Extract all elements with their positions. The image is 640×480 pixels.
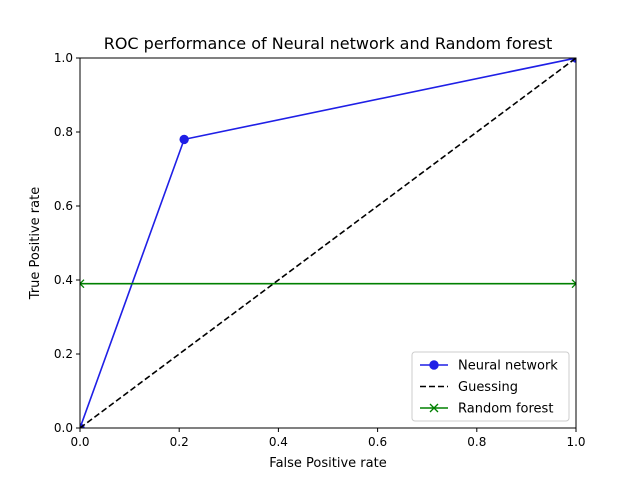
guessing-series bbox=[80, 58, 576, 428]
axes-border bbox=[79, 57, 577, 429]
y-tick-label: 0.4 bbox=[54, 273, 73, 287]
guessing-line bbox=[80, 58, 576, 428]
x-tick-label: 0.8 bbox=[467, 435, 486, 449]
legend: Neural network Guessing Random forest bbox=[411, 351, 570, 422]
x-tick-label: 0.2 bbox=[170, 435, 189, 449]
y-tick-label: 0.6 bbox=[54, 199, 73, 213]
legend-item-guessing: Guessing bbox=[420, 380, 518, 395]
random-forest-point bbox=[571, 279, 576, 289]
series-layer bbox=[80, 58, 576, 428]
legend-item-random-forest: Random forest bbox=[420, 402, 553, 417]
y-axis-label: True Positive rate bbox=[28, 187, 43, 300]
x-axis-ticks: 0.0 0.2 0.4 0.6 0.8 1.0 bbox=[70, 428, 586, 449]
y-tick-label: 0.2 bbox=[54, 347, 73, 361]
x-axis-label: False Positive rate bbox=[269, 456, 386, 471]
legend-label: Neural network bbox=[458, 359, 558, 374]
legend-label: Guessing bbox=[458, 380, 518, 395]
legend-label: Random forest bbox=[458, 402, 553, 417]
x-tick-label: 0.6 bbox=[368, 435, 387, 449]
legend-item-neural-network: Neural network bbox=[420, 359, 558, 374]
random-forest-point bbox=[80, 279, 85, 289]
random-forest-series bbox=[80, 279, 576, 289]
y-tick-label: 0.0 bbox=[54, 421, 73, 435]
y-tick-label: 1.0 bbox=[54, 51, 73, 65]
y-tick-label: 0.8 bbox=[54, 125, 73, 139]
legend-box bbox=[411, 351, 570, 422]
legend-marker bbox=[429, 360, 439, 370]
x-tick-label: 0.4 bbox=[269, 435, 288, 449]
chart-title: ROC performance of Neural network and Ra… bbox=[104, 34, 553, 53]
x-tick-label: 0.0 bbox=[70, 435, 89, 449]
neural-network-point bbox=[179, 134, 189, 145]
legend-marker bbox=[429, 403, 439, 413]
y-axis-ticks: 0.0 0.2 0.4 0.6 0.8 1.0 bbox=[54, 51, 80, 435]
x-tick-label: 1.0 bbox=[566, 435, 585, 449]
